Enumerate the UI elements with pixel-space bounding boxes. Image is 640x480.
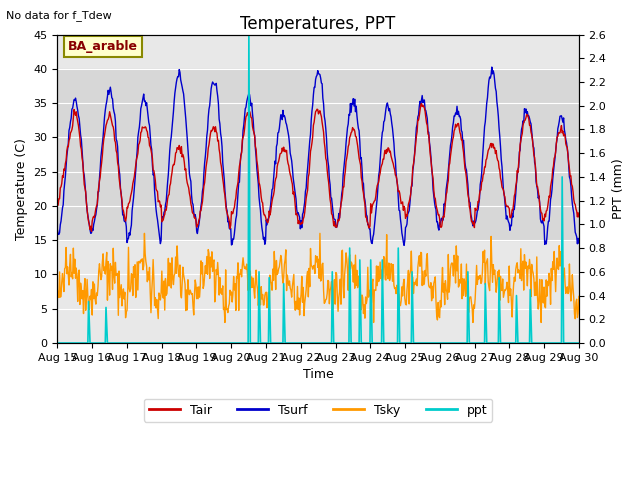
- Legend: Tair, Tsurf, Tsky, ppt: Tair, Tsurf, Tsky, ppt: [144, 398, 492, 421]
- Y-axis label: PPT (mm): PPT (mm): [612, 158, 625, 219]
- Text: No data for f_Tdew: No data for f_Tdew: [6, 10, 112, 21]
- X-axis label: Time: Time: [303, 368, 333, 381]
- Bar: [58, 69, 579, 240]
- Title: Temperatures, PPT: Temperatures, PPT: [241, 15, 396, 33]
- Text: BA_arable: BA_arable: [68, 40, 138, 53]
- Y-axis label: Temperature (C): Temperature (C): [15, 138, 28, 240]
